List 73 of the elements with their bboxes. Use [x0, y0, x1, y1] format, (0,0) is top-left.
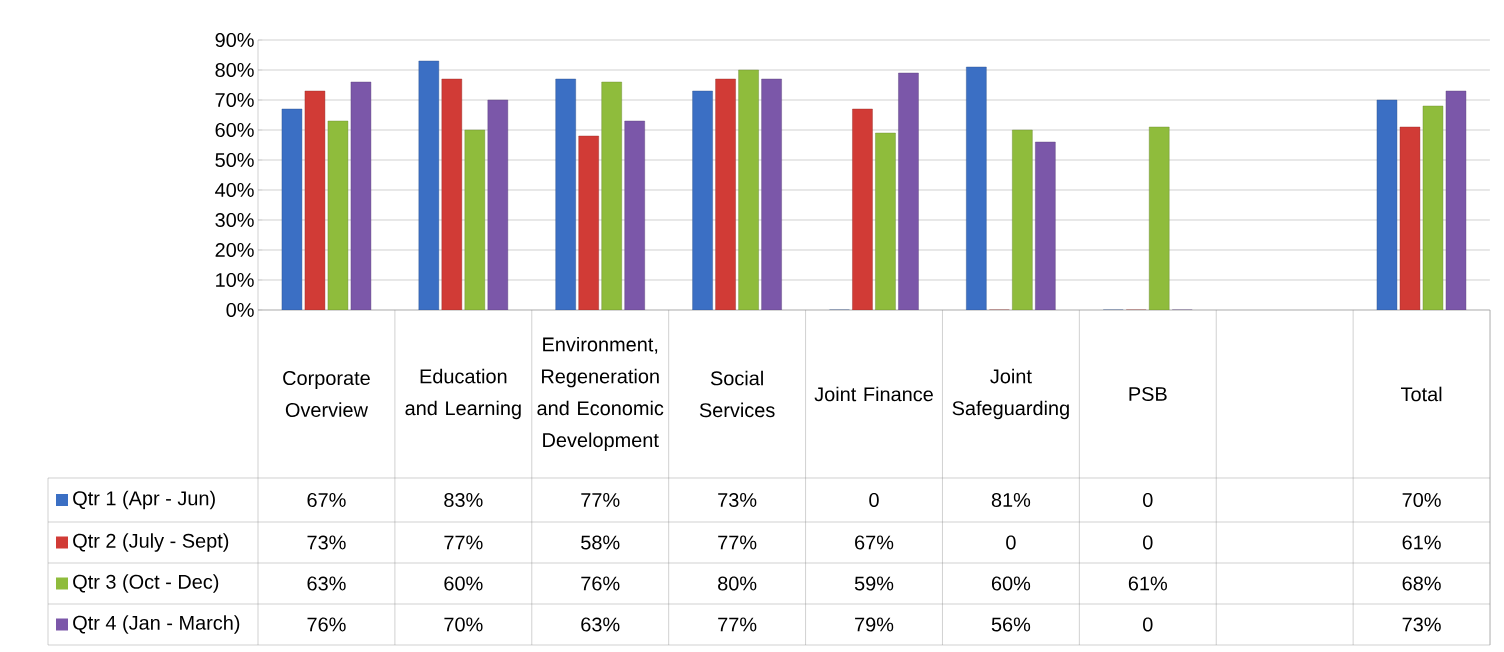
y-tick-label: 30% [215, 212, 254, 228]
data-label: 58% [581, 535, 620, 550]
data-label: 56% [991, 617, 1031, 632]
data-label: 59% [854, 576, 894, 591]
bar [624, 120, 645, 310]
y-tick-label: 40% [215, 182, 254, 198]
data-label: 77% [444, 535, 483, 550]
data-label: 73% [1402, 617, 1441, 632]
bar [578, 135, 599, 310]
bar [555, 78, 576, 310]
legend-label: Qtr 4 (Jan - March) [73, 615, 240, 634]
data-label: 83% [444, 492, 483, 508]
data-label: 70% [444, 617, 483, 632]
x-tick-label: Environment, Regeneration and Economic Development [537, 336, 664, 452]
legend-label: Qtr 1 (Apr - Jun) [73, 490, 215, 510]
data-label: 0 [1143, 535, 1153, 550]
data-label: 63% [581, 617, 620, 632]
x-tick-label: Social Services [699, 370, 775, 418]
x-tick-label: Total [1400, 386, 1442, 402]
y-tick-label: 90% [215, 32, 254, 48]
x-tick-label: PSB [1129, 386, 1167, 402]
y-tick-label: 60% [215, 122, 254, 138]
x-tick-label: Joint Safeguarding [952, 368, 1069, 420]
data-label: 0 [1143, 617, 1153, 632]
data-label: 60% [991, 576, 1031, 591]
x-tick-label: Education and Learning [405, 368, 521, 420]
bar [418, 60, 440, 310]
x-tick-label: Corporate Overview [283, 371, 370, 417]
bar [1012, 129, 1033, 310]
y-tick-label: 70% [215, 92, 254, 108]
y-tick-label: 50% [215, 152, 254, 168]
bar [601, 81, 622, 310]
data-label: 77% [581, 493, 620, 507]
data-label: 60% [444, 576, 483, 591]
y-tick-label: 80% [215, 62, 254, 78]
bar [715, 78, 736, 310]
bar [875, 132, 896, 310]
legend-label: Qtr 3 (Oct - Dec) [73, 574, 219, 593]
bar [898, 72, 919, 310]
data-label: 0 [1143, 492, 1153, 508]
data-label: 61% [1402, 535, 1441, 550]
bar [692, 90, 713, 310]
bar [487, 99, 509, 310]
bar [738, 69, 759, 310]
bar [441, 78, 463, 310]
bar [966, 66, 987, 310]
bar [1035, 141, 1056, 310]
data-label: 61% [1128, 576, 1168, 591]
legend-label: Qtr 2 (July - Sept) [73, 533, 229, 552]
data-label: 80% [718, 576, 757, 591]
x-tick-label: Joint Finance [814, 386, 933, 402]
y-tick-label: 20% [215, 242, 254, 258]
data-label: 73% [718, 492, 757, 508]
data-label: 81% [991, 492, 1031, 508]
bar [761, 78, 782, 310]
data-label: 68% [1402, 576, 1441, 591]
data-label: 0 [869, 492, 879, 508]
y-tick-label: 0% [226, 302, 254, 318]
bar [852, 108, 873, 310]
y-tick-label: 10% [216, 272, 254, 288]
data-label: 79% [855, 617, 894, 632]
data-label: 77% [718, 535, 757, 550]
bar [464, 129, 486, 310]
data-label: 67% [855, 535, 894, 550]
data-label: 63% [307, 576, 346, 591]
data-label: 73% [307, 535, 346, 550]
data-label: 0 [1006, 535, 1016, 550]
bar [1149, 126, 1170, 310]
data-label: 77% [718, 617, 757, 632]
data-label: 76% [581, 576, 620, 591]
data-label: 70% [1402, 492, 1441, 508]
data-label: 67% [307, 492, 346, 508]
data-label: 76% [307, 617, 346, 632]
